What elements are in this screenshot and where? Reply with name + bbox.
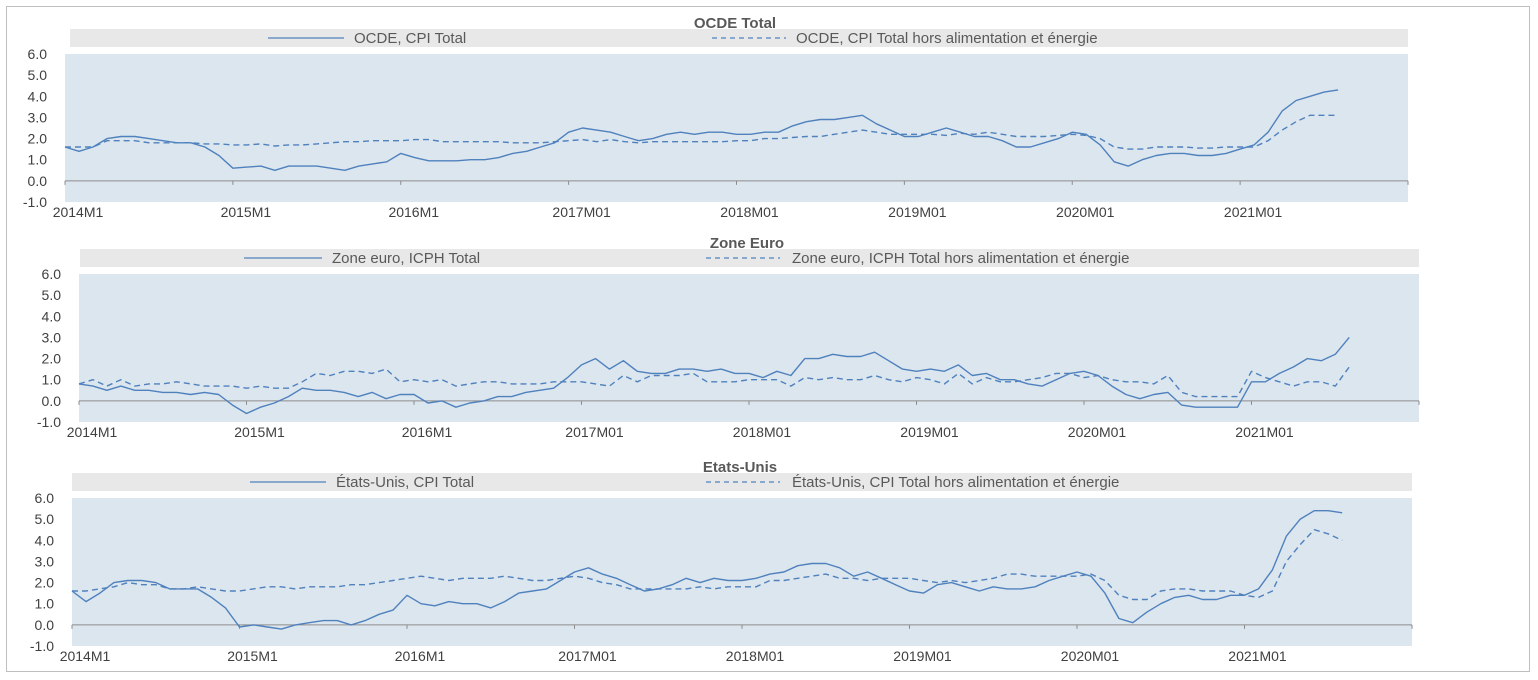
y-tick-label: 2.0 bbox=[35, 575, 55, 591]
y-tick-label: 0.0 bbox=[42, 393, 62, 409]
y-tick-label: 0.0 bbox=[28, 173, 48, 189]
plot-area bbox=[72, 498, 1412, 646]
x-tick-label: 2014M1 bbox=[53, 204, 104, 220]
series-line-total bbox=[78, 336, 1350, 415]
y-tick-label: 3.0 bbox=[35, 553, 55, 569]
y-tick-label: -1.0 bbox=[37, 414, 61, 430]
series-line-core bbox=[78, 366, 1350, 398]
x-tick-label: 2017M01 bbox=[565, 424, 624, 440]
chart-title: Zone Euro bbox=[710, 235, 784, 252]
figure-frame bbox=[6, 6, 1530, 672]
series-line-core bbox=[72, 529, 1343, 601]
x-tick-label: 2014M1 bbox=[67, 424, 118, 440]
y-tick-label: 2.0 bbox=[28, 131, 48, 147]
plot-area bbox=[79, 274, 1419, 422]
plot-area bbox=[65, 54, 1408, 202]
legend-label-1: États-Unis, CPI Total bbox=[336, 474, 474, 491]
y-tick-label: 6.0 bbox=[42, 266, 62, 282]
y-tick-label: 2.0 bbox=[42, 351, 62, 367]
y-tick-label: 6.0 bbox=[35, 490, 55, 506]
x-tick-label: 2015M1 bbox=[221, 204, 272, 220]
y-tick-label: 1.0 bbox=[42, 372, 62, 388]
x-tick-label: 2019M01 bbox=[893, 648, 952, 664]
x-tick-label: 2020M01 bbox=[1056, 204, 1115, 220]
x-tick-label: 2020M01 bbox=[1061, 648, 1120, 664]
legend-label-2: Zone euro, ICPH Total hors alimentation … bbox=[792, 250, 1129, 267]
y-tick-label: 5.0 bbox=[35, 511, 55, 527]
legend-label-1: OCDE, CPI Total bbox=[354, 30, 466, 47]
x-tick-label: 2018M01 bbox=[733, 424, 792, 440]
x-tick-label: 2021M01 bbox=[1228, 648, 1287, 664]
y-tick-label: 3.0 bbox=[42, 329, 62, 345]
chart-title: Etats-Unis bbox=[703, 459, 777, 476]
x-tick-label: 2017M01 bbox=[558, 648, 617, 664]
series-line-total bbox=[64, 89, 1339, 172]
legend-label-1: Zone euro, ICPH Total bbox=[332, 250, 480, 267]
y-tick-label: 3.0 bbox=[28, 109, 48, 125]
x-tick-label: 2015M1 bbox=[227, 648, 278, 664]
y-tick-label: 1.0 bbox=[35, 596, 55, 612]
x-tick-label: 2018M01 bbox=[726, 648, 785, 664]
series-line-total bbox=[71, 510, 1343, 630]
x-tick-label: 2016M1 bbox=[395, 648, 446, 664]
y-tick-label: -1.0 bbox=[23, 194, 47, 210]
x-tick-label: 2017M01 bbox=[552, 204, 611, 220]
y-tick-label: 6.0 bbox=[28, 46, 48, 62]
x-tick-label: 2020M01 bbox=[1068, 424, 1127, 440]
x-tick-label: 2019M01 bbox=[888, 204, 947, 220]
legend-label-2: OCDE, CPI Total hors alimentation et éne… bbox=[796, 30, 1098, 47]
x-tick-label: 2019M01 bbox=[900, 424, 959, 440]
legend-label-2: États-Unis, CPI Total hors alimentation … bbox=[792, 474, 1119, 491]
y-tick-label: 4.0 bbox=[28, 88, 48, 104]
x-tick-label: 2021M01 bbox=[1224, 204, 1283, 220]
y-tick-label: 4.0 bbox=[42, 308, 62, 324]
series-line-core bbox=[65, 114, 1339, 150]
y-tick-label: 0.0 bbox=[35, 617, 55, 633]
y-tick-label: 1.0 bbox=[28, 152, 48, 168]
y-tick-label: 4.0 bbox=[35, 532, 55, 548]
x-tick-label: 2016M1 bbox=[402, 424, 453, 440]
y-tick-label: 5.0 bbox=[28, 67, 48, 83]
y-tick-label: 5.0 bbox=[42, 287, 62, 303]
x-tick-label: 2016M1 bbox=[388, 204, 439, 220]
x-tick-label: 2015M1 bbox=[234, 424, 285, 440]
legend-box bbox=[80, 249, 1419, 267]
x-tick-label: 2021M01 bbox=[1235, 424, 1294, 440]
y-tick-label: -1.0 bbox=[30, 638, 54, 654]
chart-title: OCDE Total bbox=[694, 15, 776, 32]
x-tick-label: 2014M1 bbox=[60, 648, 111, 664]
x-tick-label: 2018M01 bbox=[720, 204, 779, 220]
